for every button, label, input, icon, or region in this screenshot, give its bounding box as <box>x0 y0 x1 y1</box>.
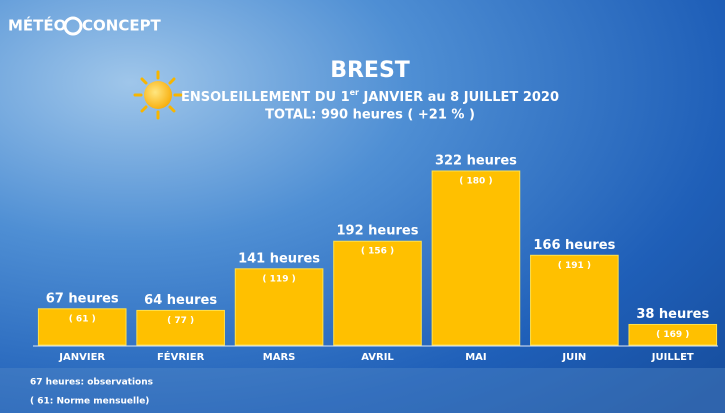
bar <box>37 308 127 346</box>
logo-left: MÉTÉO <box>8 16 66 35</box>
norm-label: ( 156 ) <box>361 247 394 257</box>
value-label: 322 heures <box>435 154 517 169</box>
ground-haze <box>0 368 725 413</box>
bar <box>530 254 619 346</box>
value-label: 141 heures <box>238 251 320 266</box>
footnote: ( 61: Norme mensuelle) <box>30 397 149 407</box>
bar <box>136 309 225 346</box>
subtitle-sup: er <box>350 88 359 97</box>
value-label: 192 heures <box>337 224 419 239</box>
value-label: 38 heures <box>636 307 709 322</box>
value-label: 67 heures <box>46 291 119 306</box>
chart-title: BREST <box>330 58 410 83</box>
norm-label: ( 169 ) <box>656 330 689 340</box>
x-tick-label: JUILLET <box>651 352 694 363</box>
x-tick-label: MARS <box>263 352 296 363</box>
norm-label: ( 191 ) <box>558 261 591 271</box>
bar <box>333 240 422 346</box>
norm-label: ( 119 ) <box>262 274 295 284</box>
x-tick-label: AVRIL <box>361 352 394 363</box>
total: TOTAL: 990 heures ( +21 % ) <box>265 108 475 123</box>
x-tick-label: MAI <box>465 352 486 363</box>
x-tick-label: JANVIER <box>58 352 105 363</box>
norm-label: ( 61 ) <box>69 314 96 324</box>
logo-right: CONCEPT <box>82 17 162 35</box>
x-tick-label: JUIN <box>561 352 586 363</box>
logo-wave <box>63 16 83 36</box>
bar <box>628 323 718 346</box>
value-label: 64 heures <box>144 293 217 308</box>
bar <box>234 268 324 346</box>
footnote: 67 heures: observations <box>30 378 153 388</box>
sun-icon <box>133 70 183 120</box>
subtitle-part: ENSOLEILLEMENT DU 1 <box>181 90 350 105</box>
subtitle-part: JANVIER au 8 JUILLET 2020 <box>359 90 559 105</box>
chart-subtitle: ENSOLEILLEMENT DU 1er JANVIER au 8 JUILL… <box>181 88 559 105</box>
x-tick-label: FÉVRIER <box>157 350 205 363</box>
bar <box>431 170 521 346</box>
norm-label: ( 180 ) <box>459 177 492 187</box>
value-label: 166 heures <box>533 238 615 253</box>
norm-label: ( 77 ) <box>167 316 194 326</box>
